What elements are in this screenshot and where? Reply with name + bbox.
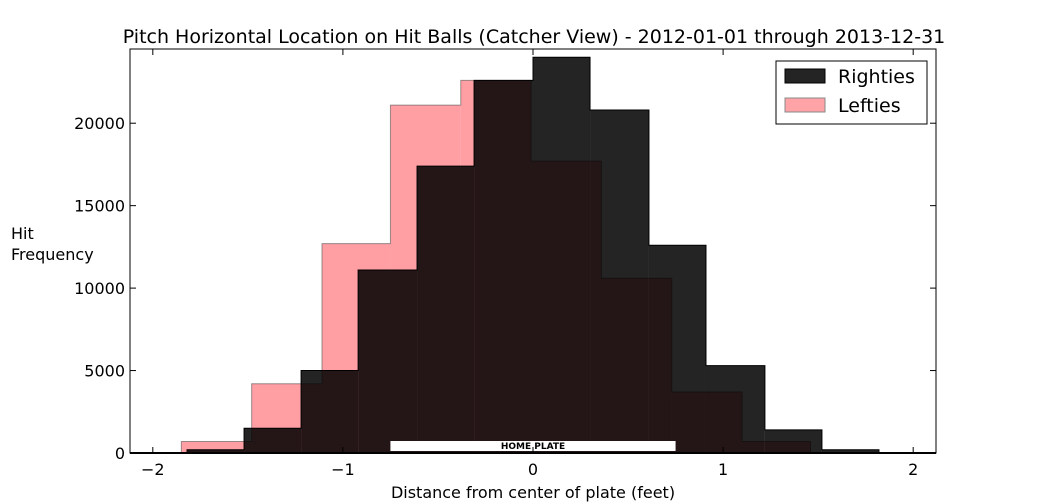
- y-tick-label: 0: [115, 444, 125, 463]
- bars-layer: [180, 56, 880, 454]
- bar-righties-6: [533, 57, 591, 453]
- x-tick-label: 0: [528, 460, 538, 479]
- bar-righties-10: [764, 429, 822, 453]
- bar-righties-7: [590, 110, 649, 454]
- bar-righties-5: [474, 80, 533, 453]
- x-tick-label: −1: [331, 460, 355, 479]
- bar-righties-2: [301, 370, 359, 453]
- bar-righties-4: [417, 166, 475, 453]
- x-tick-label: 2: [908, 460, 918, 479]
- series-righties: [186, 56, 880, 454]
- home-plate-rect: [390, 441, 676, 451]
- x-axis-label: Distance from center of plate (feet): [391, 483, 675, 502]
- legend-label-righties: Righties: [838, 66, 915, 88]
- bar-righties-0: [187, 449, 245, 453]
- outline-righties: [186, 56, 880, 453]
- bar-righties-9: [705, 365, 765, 453]
- y-axis-label-line-2: Frequency: [11, 245, 94, 264]
- legend: Righties Lefties: [775, 60, 928, 125]
- y-tick-label: 10000: [74, 279, 125, 298]
- y-tick-label: 20000: [74, 114, 125, 133]
- y-tick-label: 15000: [74, 197, 125, 216]
- legend-swatch-lefties: [784, 97, 826, 113]
- bar-righties-1: [244, 428, 302, 453]
- legend-swatch-righties: [784, 68, 826, 84]
- bar-righties-8: [648, 245, 706, 453]
- bar-righties-3: [358, 269, 418, 453]
- x-tick-label: −2: [141, 460, 165, 479]
- y-axis-label-line-1: Hit: [11, 224, 34, 243]
- ticks-layer: −2 −1 0 1 2 0 5000 10000 15000 20000: [74, 49, 936, 479]
- legend-label-lefties: Lefties: [838, 95, 901, 117]
- bar-righties-11: [821, 449, 879, 453]
- bar-lefties-0: [181, 441, 252, 453]
- y-tick-label: 5000: [84, 362, 125, 381]
- x-tick-label: 1: [718, 460, 728, 479]
- chart-title: Pitch Horizontal Location on Hit Balls (…: [123, 26, 946, 48]
